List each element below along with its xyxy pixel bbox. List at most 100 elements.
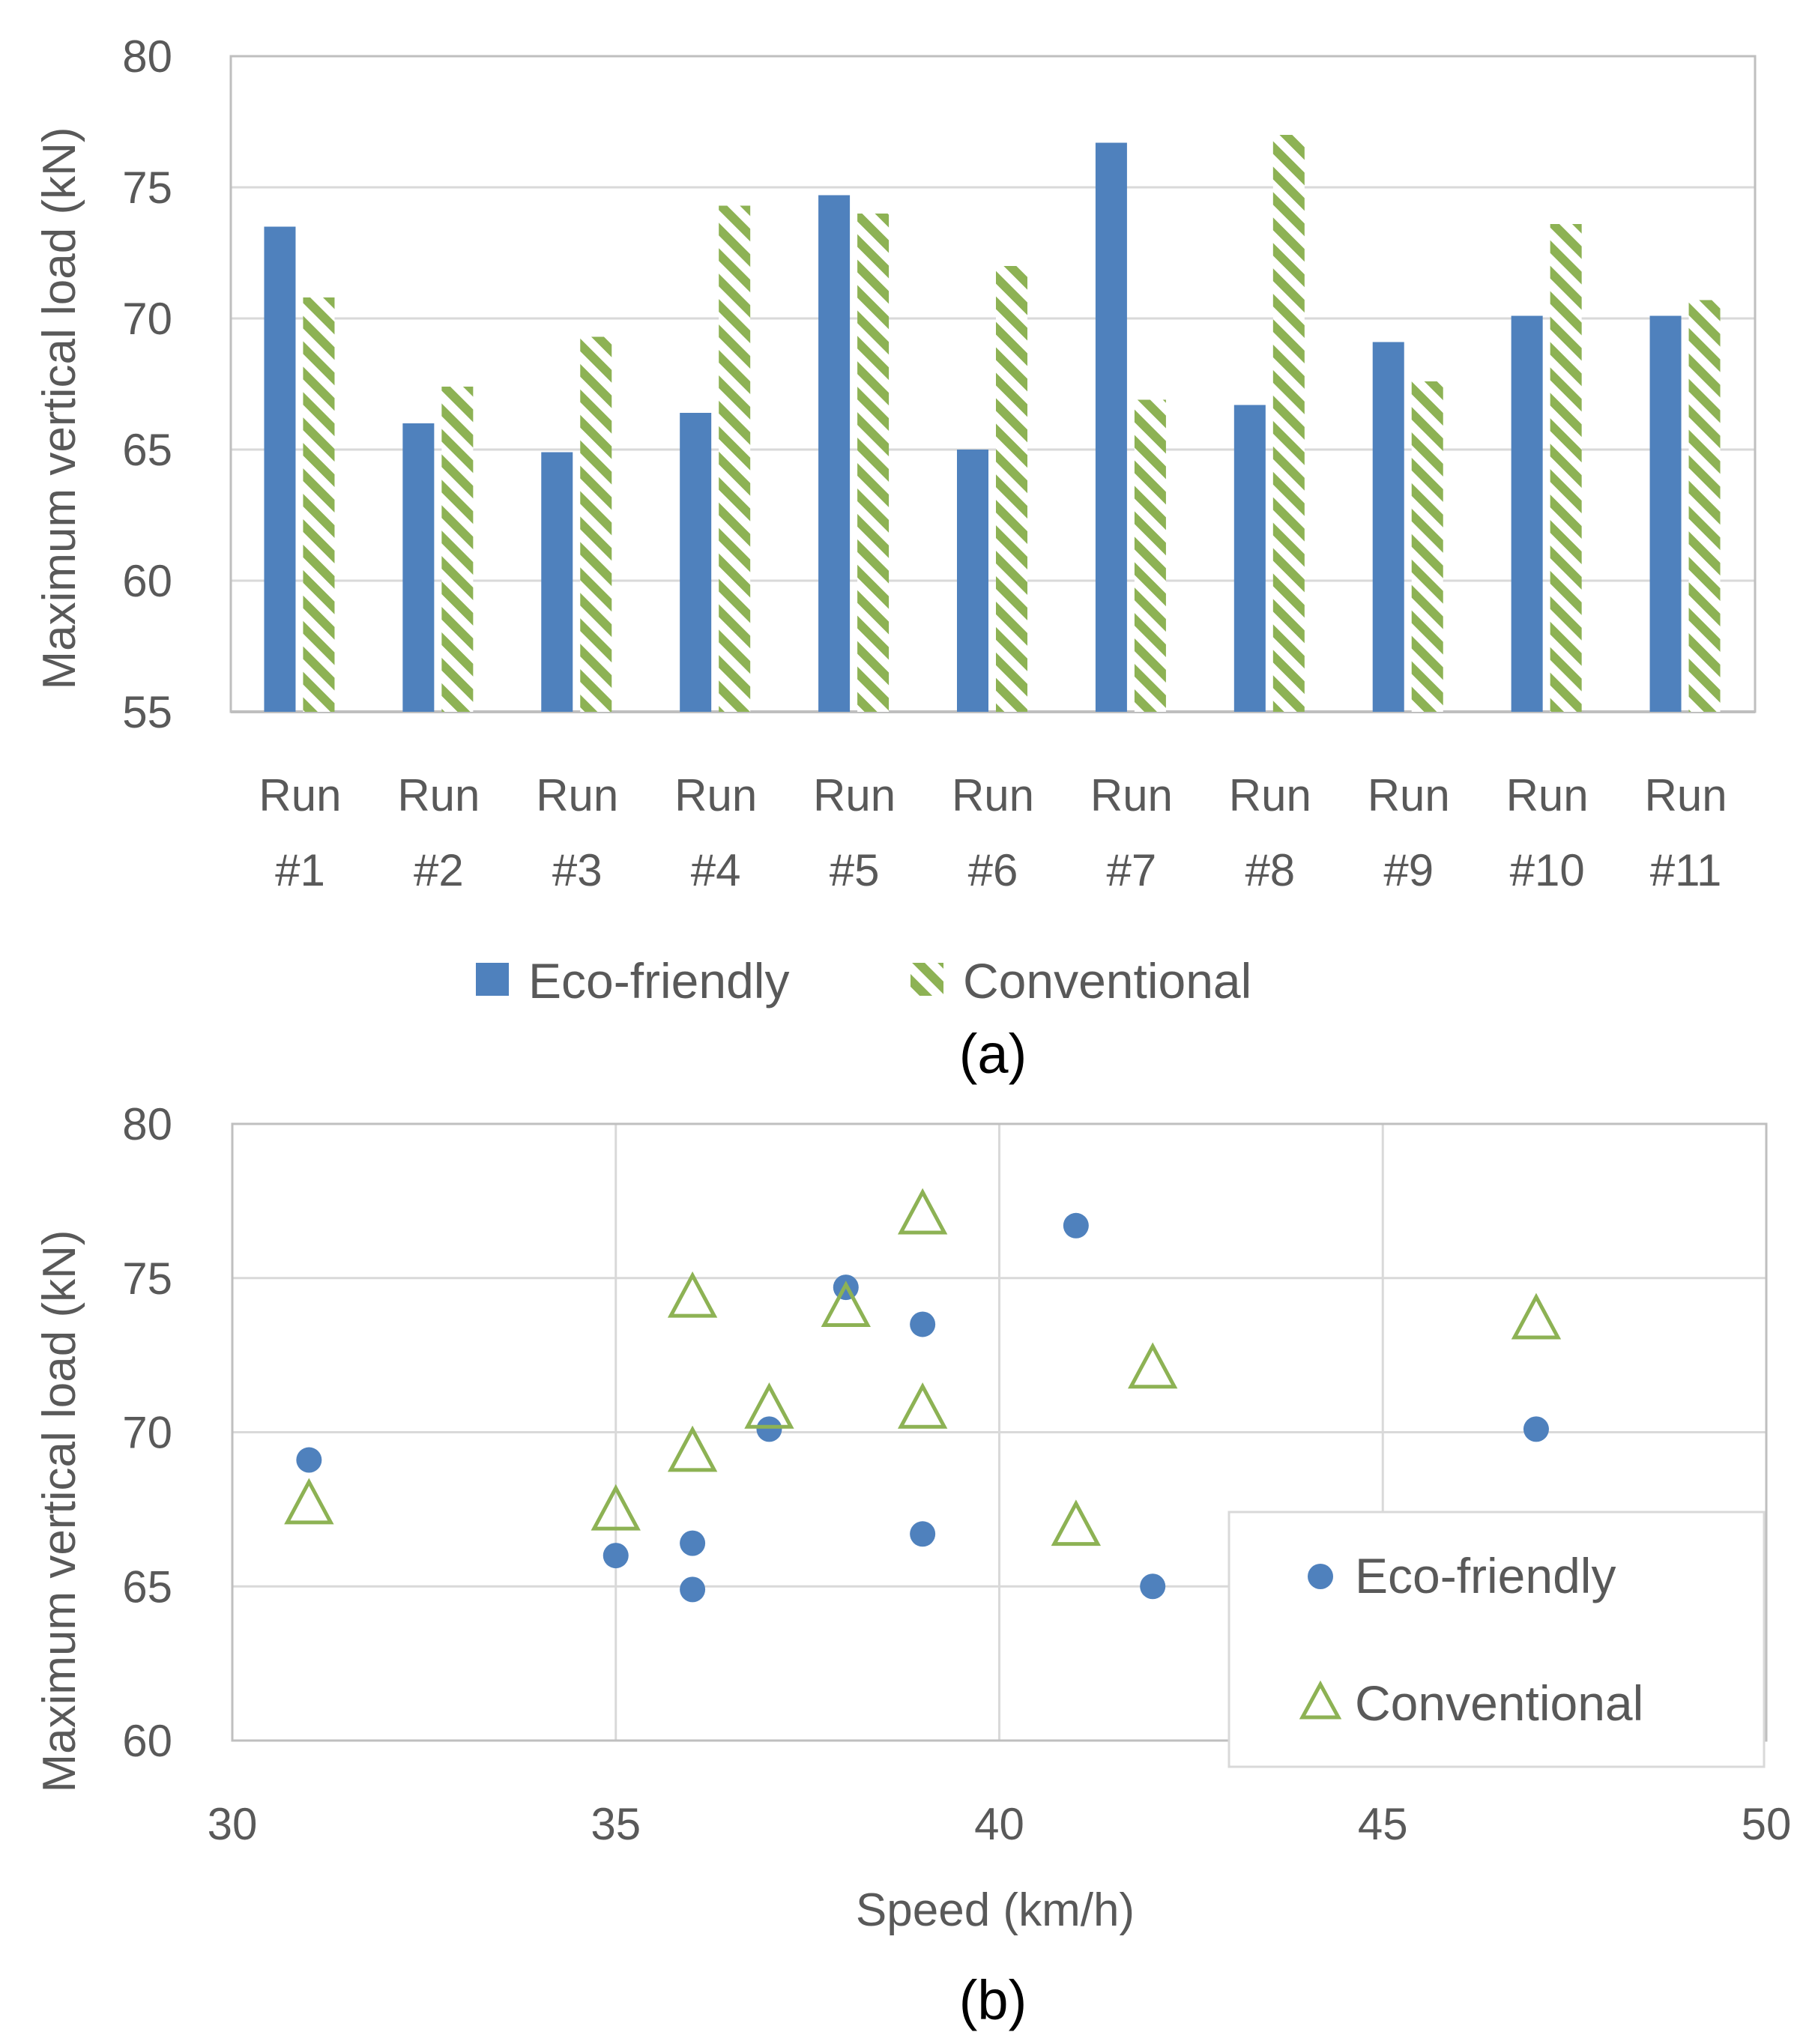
- point-eco-friendly-7: [1063, 1212, 1089, 1239]
- y-tick-75: 75: [122, 1254, 172, 1304]
- point-conventional-6: [1128, 1342, 1178, 1389]
- scatter-chart: 60 65 70 75 80 30 35 40 45 50 Maximum vertical l…: [34, 1099, 1791, 2031]
- bar-conventional-9: [1411, 381, 1443, 712]
- scatter-chart-y-ticks: 60 65 70 75 80: [122, 1099, 172, 1766]
- x-tick-35: 35: [591, 1799, 641, 1849]
- point-eco-friendly-10: [1523, 1416, 1549, 1442]
- point-conventional-4: [667, 1271, 718, 1318]
- bar-conventional-3: [580, 336, 612, 712]
- bar-conventional-6: [996, 266, 1027, 712]
- x-tick-line2-9: #9: [1383, 845, 1434, 895]
- bar-eco-friendly-3: [541, 452, 573, 712]
- y-tick-60: 60: [122, 1716, 172, 1766]
- point-eco-friendly-9: [296, 1447, 322, 1473]
- bar-chart-y-ticks: 55 60 65 70 75 80: [122, 31, 172, 737]
- point-eco-friendly-4: [680, 1530, 706, 1556]
- scatter-chart-x-axis-label: Speed (km/h): [856, 1884, 1135, 1936]
- point-eco-friendly-8: [910, 1521, 936, 1547]
- bar-conventional-7: [1134, 399, 1166, 712]
- bar-chart-y-axis-label: Maximum vertical load (kN): [34, 127, 85, 689]
- bar-conventional-11: [1688, 300, 1721, 712]
- y-tick-60: 60: [122, 556, 172, 606]
- bar-chart-legend: Eco-friendly Conventional: [476, 953, 1251, 1009]
- point-conventional-10: [1511, 1292, 1562, 1340]
- x-tick-line2-3: #3: [552, 845, 603, 895]
- scatter-legend-box: [1227, 1511, 1766, 1768]
- legend-label-conventional: Conventional: [963, 953, 1251, 1009]
- caption-a: (a): [959, 1023, 1027, 1085]
- scatter-chart-points: [284, 1188, 1562, 1603]
- bar-eco-friendly-2: [402, 423, 435, 712]
- bar-conventional-4: [719, 205, 751, 712]
- x-tick-line2-2: #2: [414, 845, 464, 895]
- x-tick-line2-11: #11: [1650, 845, 1722, 895]
- point-eco-friendly-1: [910, 1311, 936, 1337]
- x-tick-line2-4: #4: [691, 845, 741, 895]
- x-tick-line1-9: Run: [1368, 770, 1450, 820]
- legend-label-conventional: Conventional: [1355, 1675, 1643, 1731]
- bar-eco-friendly-4: [680, 413, 712, 712]
- y-tick-65: 65: [122, 1561, 172, 1612]
- bar-conventional-1: [303, 297, 335, 712]
- bar-chart: 55 60 65 70 75 80 Run #1 Run #2 Run #3 Run #4 Run #5 Ru…: [34, 31, 1757, 1085]
- bar-eco-friendly-11: [1649, 315, 1682, 712]
- point-conventional-5: [821, 1280, 871, 1327]
- legend-label-eco-friendly: Eco-friendly: [528, 953, 789, 1009]
- y-tick-80: 80: [122, 31, 172, 82]
- point-eco-friendly-3: [680, 1576, 706, 1603]
- y-tick-55: 55: [122, 687, 172, 737]
- y-tick-75: 75: [122, 163, 172, 213]
- point-eco-friendly-2: [603, 1543, 629, 1569]
- caption-b: (b): [959, 1969, 1027, 2031]
- point-conventional-9: [284, 1478, 334, 1525]
- x-tick-45: 45: [1358, 1799, 1408, 1849]
- bar-chart-gridlines: [231, 186, 1755, 582]
- x-tick-line1-2: Run: [397, 770, 480, 820]
- point-eco-friendly-11: [756, 1416, 782, 1442]
- y-tick-70: 70: [122, 1408, 172, 1458]
- bar-eco-friendly-1: [264, 226, 296, 712]
- bar-chart-bars: [264, 135, 1721, 712]
- y-tick-80: 80: [122, 1099, 172, 1149]
- x-tick-line1-6: Run: [952, 770, 1034, 820]
- bar-eco-friendly-5: [818, 195, 851, 712]
- point-conventional-1: [897, 1382, 948, 1429]
- x-tick-line2-10: #10: [1510, 845, 1585, 895]
- point-conventional-3: [667, 1425, 718, 1472]
- x-tick-50: 50: [1742, 1799, 1792, 1849]
- bar-conventional-5: [857, 214, 890, 712]
- x-tick-line2-8: #8: [1245, 845, 1295, 895]
- x-tick-line1-5: Run: [813, 770, 896, 820]
- scatter-chart-frame: [231, 1122, 1768, 1742]
- legend-marker-conventional: [1299, 1680, 1342, 1720]
- bar-conventional-2: [441, 387, 474, 712]
- x-tick-line1-3: Run: [536, 770, 618, 820]
- x-tick-line2-6: #6: [968, 845, 1018, 895]
- y-tick-65: 65: [122, 425, 172, 475]
- x-tick-30: 30: [208, 1799, 258, 1849]
- point-eco-friendly-6: [1140, 1573, 1166, 1600]
- legend-label-eco-friendly: Eco-friendly: [1355, 1548, 1616, 1603]
- x-tick-line1-11: Run: [1645, 770, 1727, 820]
- bar-conventional-10: [1550, 224, 1582, 712]
- point-conventional-7: [1051, 1499, 1102, 1546]
- bar-eco-friendly-9: [1372, 342, 1404, 712]
- y-tick-70: 70: [122, 294, 172, 344]
- bar-eco-friendly-10: [1511, 315, 1543, 712]
- point-conventional-11: [744, 1382, 794, 1429]
- bar-chart-x-ticks: Run #1 Run #2 Run #3 Run #4 Run #5 Run #6 Run #7 Run #8…: [259, 770, 1727, 895]
- legend-swatch-eco-friendly: [476, 963, 509, 996]
- point-conventional-2: [591, 1484, 641, 1531]
- x-tick-line1-10: Run: [1506, 770, 1589, 820]
- scatter-chart-y-axis-label: Maximum vertical load (kN): [34, 1230, 85, 1792]
- x-tick-line2-5: #5: [830, 845, 880, 895]
- x-tick-40: 40: [974, 1799, 1024, 1849]
- bar-eco-friendly-6: [957, 450, 988, 712]
- x-tick-line1-8: Run: [1229, 770, 1311, 820]
- legend-swatch-conventional: [910, 963, 943, 996]
- point-conventional-8: [897, 1188, 948, 1235]
- legend-marker-eco-friendly: [1308, 1564, 1333, 1589]
- x-tick-line1-1: Run: [259, 770, 341, 820]
- x-tick-line2-1: #1: [275, 845, 325, 895]
